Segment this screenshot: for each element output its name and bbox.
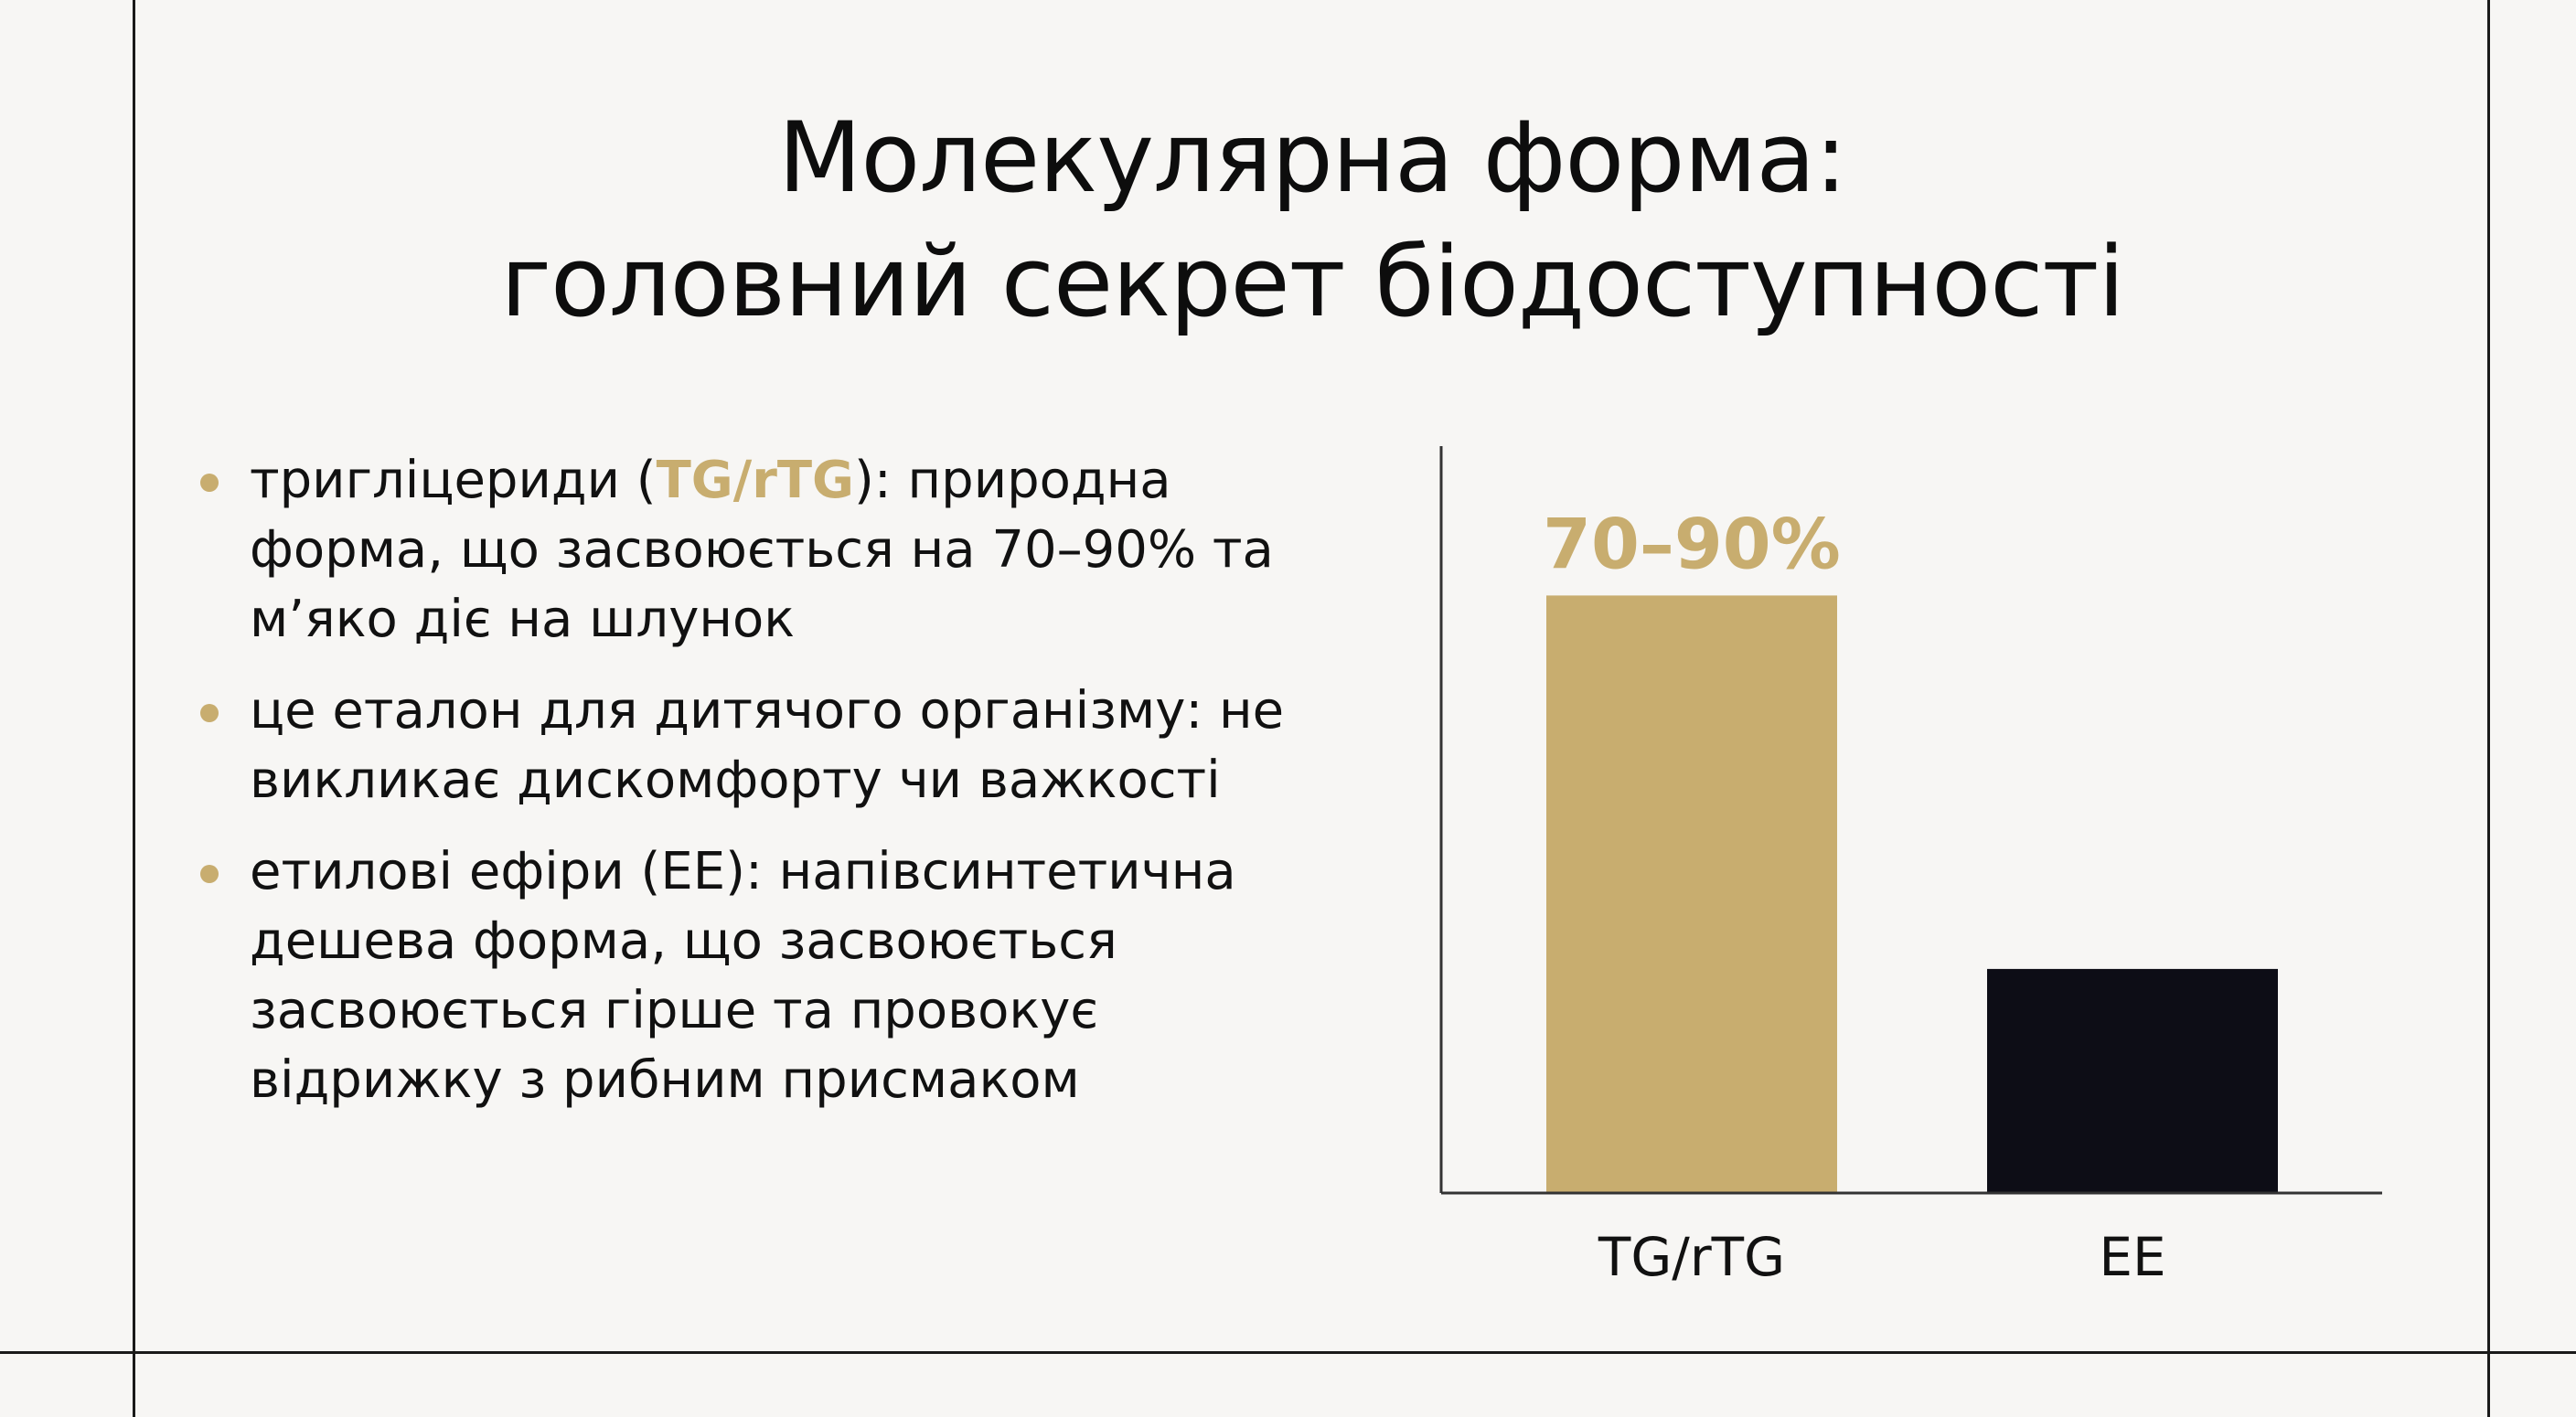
bar-tg-rtg <box>1546 595 1837 1193</box>
bullet-accent-text: TG/rTG <box>656 451 855 510</box>
bullet-item-triglycerides: тригліцериди (TG/rTG): природна форма, щ… <box>197 446 1349 655</box>
frame-bottom-line <box>0 1351 2576 1354</box>
bullet-dot-icon <box>200 865 219 883</box>
frame-left-line <box>133 0 135 1417</box>
bullet-dot-icon <box>200 474 219 492</box>
bar-ee <box>1987 968 2278 1193</box>
bullet-dot-icon <box>200 704 219 722</box>
x-tick-label: TG/rTG <box>1598 1226 1785 1288</box>
bullet-text-before: тригліцериди ( <box>250 451 657 510</box>
bullet-text: це еталон для дитячого організму: не вик… <box>250 681 1285 810</box>
bullet-item-standard: це еталон для дитячого організму: не вик… <box>197 677 1349 815</box>
x-tick-label: EE <box>2099 1226 2165 1288</box>
bullet-text-after: ): природна форма, що засвоюється на 70–… <box>250 451 1274 649</box>
slide-title: Молекулярна форма: головний секрет біодо… <box>229 96 2396 345</box>
title-line-2: головний секрет біодоступності <box>500 226 2124 338</box>
bullet-item-ethyl-esters: етилові ефіри (EE): напівсинтетична деше… <box>197 837 1349 1115</box>
title-line-1: Молекулярна форма: <box>777 101 1847 214</box>
data-label: 70–90% <box>1543 503 1841 584</box>
bioavailability-chart: 70–90% TG/rTG EE <box>1436 439 2391 1307</box>
frame-right-line <box>2487 0 2490 1417</box>
bullet-text: етилові ефіри (EE): напівсинтетична деше… <box>250 842 1236 1110</box>
bullet-list: тригліцериди (TG/rTG): природна форма, щ… <box>197 446 1349 1137</box>
bar-chart-svg: 70–90% TG/rTG EE <box>1439 446 2382 1288</box>
